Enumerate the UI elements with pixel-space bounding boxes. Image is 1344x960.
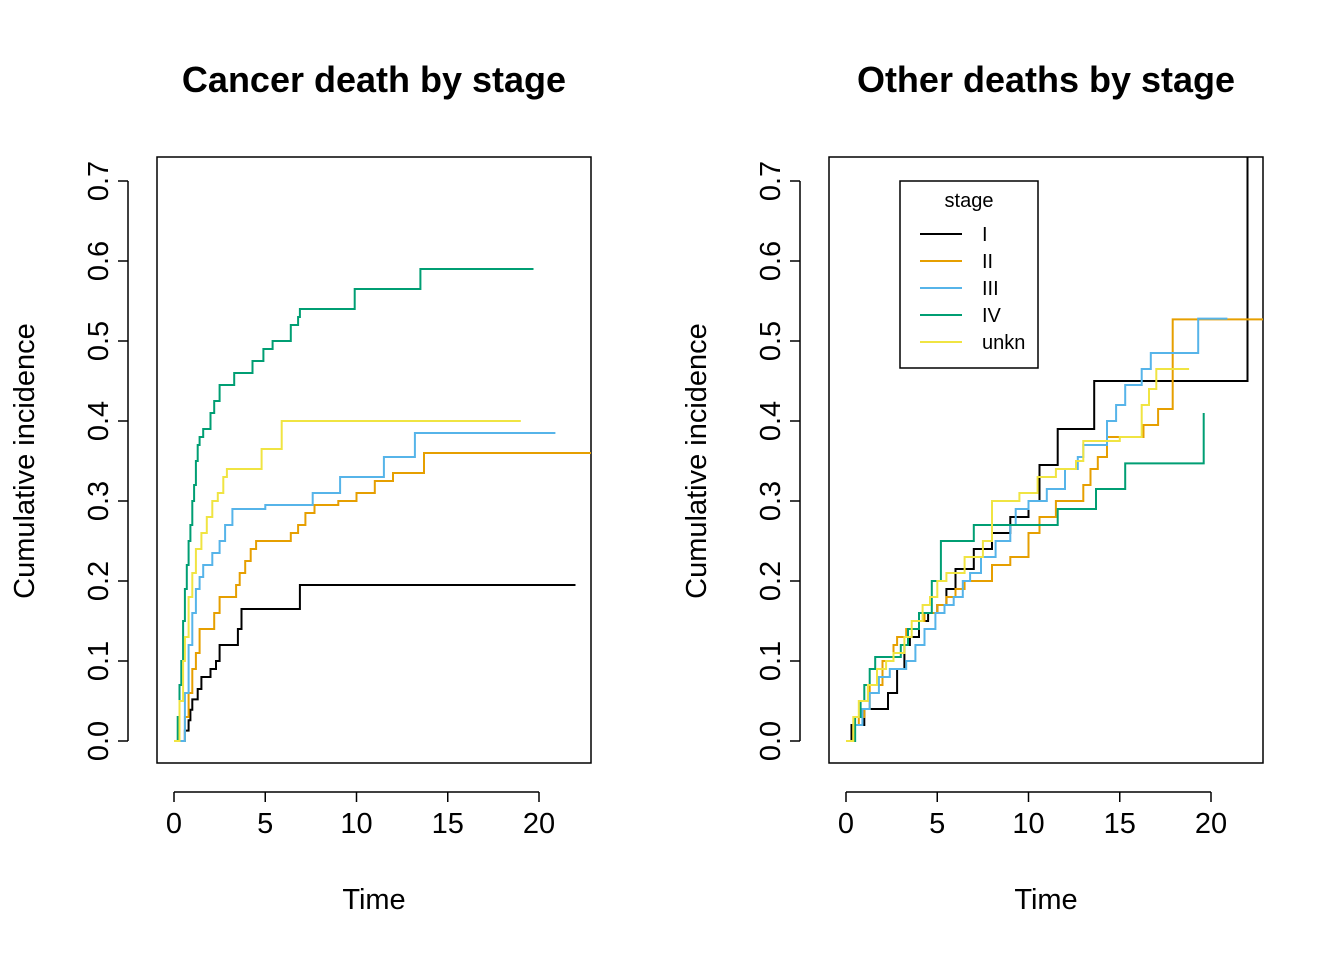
- legend-title: stage: [945, 190, 994, 212]
- y-tick-label: 0.0: [83, 721, 115, 761]
- panel-cancer-death: Cancer death by stage Time Cumulative in…: [9, 59, 592, 916]
- panel-2-y-axis-label: Cumulative incidence: [681, 323, 713, 599]
- panel-1-plot-frame: [156, 156, 592, 764]
- series-line-III: [846, 317, 1228, 742]
- panel-2-plot-frame: [828, 156, 1264, 764]
- y-tick-label: 0.0: [755, 721, 787, 761]
- panel-1-y-axis-label: Cumulative incidence: [9, 323, 41, 599]
- y-tick-label: 0.6: [83, 241, 115, 281]
- series-line-I: [174, 584, 576, 742]
- y-tick-label: 0.2: [83, 561, 115, 601]
- x-tick-label: 15: [1104, 808, 1136, 840]
- x-tick-label: 15: [432, 808, 464, 840]
- panel-2-title: Other deaths by stage: [857, 59, 1235, 100]
- legend-label-IV: IV: [982, 305, 1002, 327]
- legend-label-unkn: unkn: [982, 332, 1025, 354]
- series-line-II: [174, 452, 591, 742]
- panel-2-series: [846, 157, 1263, 742]
- panel-other-deaths: Other deaths by stage Time Cumulative in…: [681, 59, 1264, 916]
- panel-1-ticks: 0 5 10 15 20 0.0 0.1 0.2 0.3 0.4 0.5 0.6 0.7: [83, 161, 555, 840]
- series-line-III: [174, 432, 556, 742]
- y-tick-label: 0.2: [755, 561, 787, 601]
- x-tick-label: 20: [523, 808, 555, 840]
- panel-2-ticks: 0 5 10 15 20 0.0 0.1 0.2 0.3 0.4 0.5 0.6 0.7: [755, 161, 1227, 840]
- legend-label-II: II: [982, 251, 993, 273]
- legend-label-III: III: [982, 278, 999, 300]
- panel-2-x-axis-label: Time: [1014, 884, 1077, 916]
- series-line-IV: [174, 268, 534, 742]
- y-tick-label: 0.5: [755, 321, 787, 361]
- y-tick-label: 0.1: [755, 641, 787, 681]
- series-line-II: [846, 318, 1263, 742]
- series-line-IV: [846, 413, 1205, 742]
- y-tick-label: 0.7: [83, 161, 115, 201]
- x-tick-label: 20: [1195, 808, 1227, 840]
- y-tick-label: 0.3: [755, 481, 787, 521]
- x-tick-label: 0: [166, 808, 182, 840]
- legend-box: [899, 180, 1039, 369]
- legend-label-I: I: [982, 224, 988, 246]
- y-tick-label: 0.7: [755, 161, 787, 201]
- series-line-unkn: [174, 420, 521, 742]
- x-tick-label: 10: [1012, 808, 1044, 840]
- series-line-unkn: [846, 368, 1190, 742]
- x-tick-label: 5: [257, 808, 273, 840]
- y-tick-label: 0.4: [83, 401, 115, 441]
- panel-1-title: Cancer death by stage: [182, 59, 566, 100]
- y-tick-label: 0.1: [83, 641, 115, 681]
- x-tick-label: 10: [340, 808, 372, 840]
- panel-1-x-axis-label: Time: [342, 884, 405, 916]
- y-tick-label: 0.3: [83, 481, 115, 521]
- y-tick-label: 0.6: [755, 241, 787, 281]
- y-tick-label: 0.5: [83, 321, 115, 361]
- x-tick-label: 5: [929, 808, 945, 840]
- panel-1-series: [174, 268, 591, 742]
- y-tick-label: 0.4: [755, 401, 787, 441]
- x-tick-label: 0: [838, 808, 854, 840]
